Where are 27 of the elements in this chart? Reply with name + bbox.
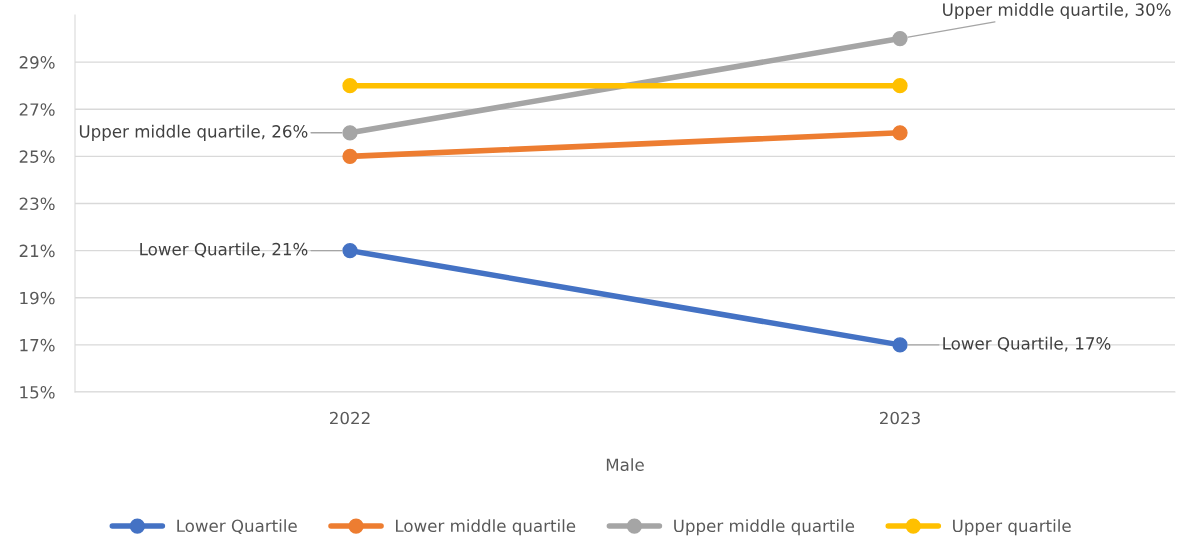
legend-label: Upper middle quartile — [674, 519, 855, 536]
point — [342, 125, 358, 141]
x-tick-label: 2023 — [880, 411, 920, 425]
y-tick-label: 25% — [19, 150, 55, 163]
y-tick-label: 17% — [20, 338, 55, 352]
point — [892, 337, 908, 353]
y-tick-label: 27% — [19, 103, 55, 116]
y-tick-label: 19% — [20, 291, 55, 305]
point — [342, 148, 358, 165]
annotation: Upper middle quartile, 26% — [79, 124, 308, 141]
point — [892, 30, 908, 47]
x-axis-title: Male — [606, 458, 644, 472]
annotation: Lower Quartile, 17% — [943, 336, 1111, 352]
x-tick-label: 2022 — [330, 411, 370, 425]
y-tick-label: 23% — [19, 197, 55, 211]
point — [342, 242, 358, 259]
y-tick-label: 29% — [19, 56, 55, 69]
y-tick-label: 21% — [19, 244, 55, 258]
point — [892, 78, 908, 94]
point — [892, 125, 908, 141]
legend-label: Lower Quartile — [177, 519, 297, 535]
annotation: Upper middle quartile, 30% — [943, 2, 1171, 20]
annotation: Lower Quartile, 21% — [140, 242, 308, 258]
y-tick-label: 15% — [20, 385, 55, 399]
legend-label: Lower middle quartile — [396, 519, 576, 536]
point — [342, 78, 358, 94]
legend-label: Upper quartile — [953, 519, 1071, 536]
